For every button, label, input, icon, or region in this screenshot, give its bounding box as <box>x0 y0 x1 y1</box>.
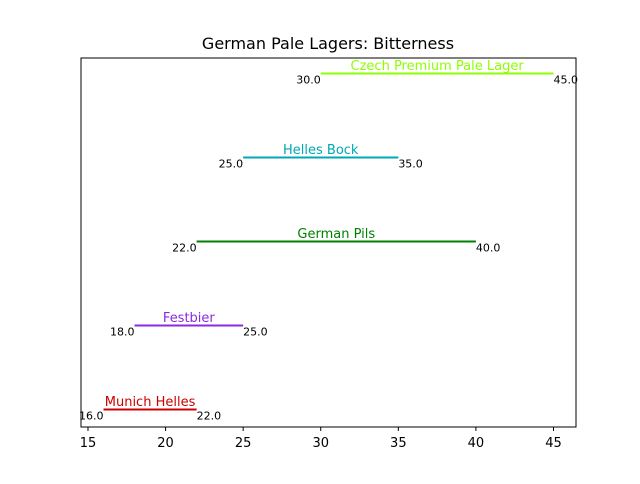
x-tick-label: 35 <box>390 436 407 451</box>
series-name-label: Festbier <box>163 311 215 326</box>
series-name-label: Helles Bock <box>283 143 359 158</box>
plot-area <box>80 57 577 428</box>
max-value-label: 25.0 <box>243 326 267 339</box>
x-tick-label: 25 <box>235 436 252 451</box>
max-value-label: 40.0 <box>476 242 501 255</box>
min-value-label: 16.0 <box>79 410 104 423</box>
series-name-label: Munich Helles <box>105 395 196 410</box>
plot-frame <box>80 57 577 428</box>
max-value-label: 45.0 <box>554 74 579 87</box>
x-tick-label: 30 <box>312 436 329 451</box>
max-value-label: 22.0 <box>197 410 222 423</box>
x-tick-label: 45 <box>545 436 562 451</box>
x-tick-label: 15 <box>80 436 97 451</box>
min-value-label: 30.0 <box>296 74 321 87</box>
series-name-label: Czech Premium Pale Lager <box>351 59 525 74</box>
chart-title: German Pale Lagers: Bitterness <box>202 34 454 53</box>
x-tick-label: 20 <box>157 436 174 451</box>
min-value-label: 18.0 <box>110 326 135 339</box>
min-value-label: 25.0 <box>219 158 244 171</box>
series-name-label: German Pils <box>297 227 375 242</box>
max-value-label: 35.0 <box>398 158 423 171</box>
x-axis: 15 20 25 30 35 40 45 <box>80 427 562 451</box>
x-tick-label: 40 <box>468 436 485 451</box>
min-value-label: 22.0 <box>172 242 197 255</box>
